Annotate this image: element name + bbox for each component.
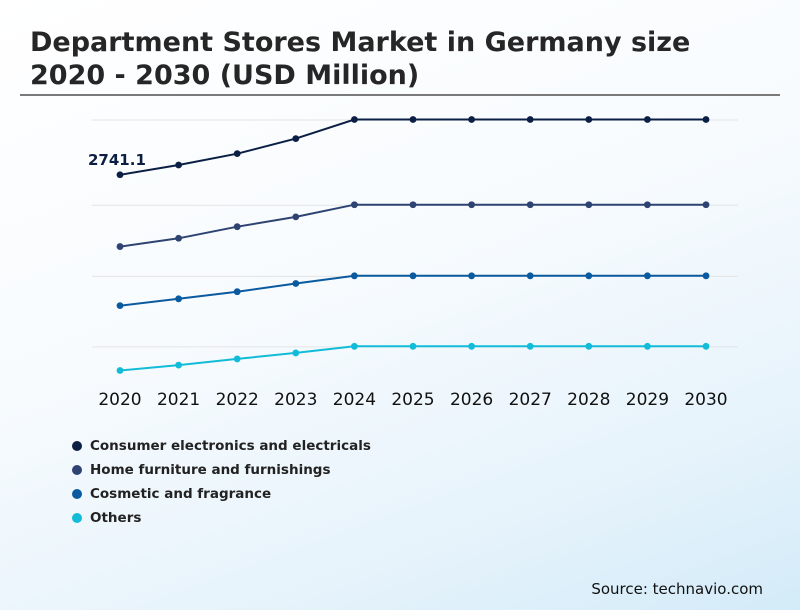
data-point-consumer-2027 (526, 116, 534, 123)
legend-item-others: Others (72, 506, 371, 530)
data-point-cosmetic-2028 (585, 272, 593, 280)
data-point-cosmetic-2020 (116, 302, 124, 310)
legend-item-cosmetic: Cosmetic and fragrance (72, 482, 371, 506)
data-point-cosmetic-2021 (175, 295, 183, 303)
data-point-others-2025 (409, 342, 417, 350)
data-point-others-2027 (526, 342, 534, 350)
data-point-cosmetic-2030 (702, 272, 710, 280)
data-point-consumer-2028 (585, 116, 593, 123)
source-credit: Source: technavio.com (591, 580, 763, 598)
chart-title-line-1: Department Stores Market in Germany size (30, 27, 691, 58)
x-tick-label-2023: 2023 (274, 390, 317, 410)
data-point-home-2020 (116, 243, 124, 250)
data-point-home-2025 (409, 201, 417, 209)
data-point-home-2026 (468, 201, 475, 209)
series-line-cosmetic (119, 274, 706, 307)
series-line-others (119, 345, 706, 372)
chart-title: Department Stores Market in Germany size… (30, 26, 770, 92)
x-tick-label-2026: 2026 (450, 390, 493, 410)
series-line-consumer (119, 118, 706, 176)
data-point-home-2029 (644, 201, 651, 209)
x-tick-label-2024: 2024 (333, 390, 376, 410)
series-line-home (119, 203, 706, 248)
data-point-others-2020 (116, 367, 124, 374)
data-point-home-2022 (233, 223, 241, 231)
data-point-home-2030 (702, 201, 710, 209)
data-point-consumer-2021 (175, 161, 183, 169)
data-point-home-2028 (585, 201, 593, 209)
x-tick-label-2020: 2020 (98, 390, 141, 410)
legend-label-consumer: Consumer electronics and electricals (90, 438, 371, 454)
data-point-home-2023 (292, 213, 300, 221)
data-point-others-2021 (175, 361, 183, 369)
legend-marker-home (72, 465, 82, 475)
legend-marker-cosmetic (72, 489, 82, 499)
legend-item-consumer: Consumer electronics and electricals (72, 434, 371, 458)
x-tick-label-2021: 2021 (157, 390, 200, 410)
legend-label-others: Others (90, 510, 142, 526)
data-point-consumer-2025 (409, 116, 417, 123)
data-point-consumer-2030 (702, 116, 710, 123)
data-point-consumer-2029 (644, 116, 651, 123)
legend-label-cosmetic: Cosmetic and fragrance (90, 486, 272, 502)
x-tick-label-2027: 2027 (509, 390, 552, 410)
data-point-others-2024 (351, 342, 358, 350)
legend-marker-consumer (72, 441, 82, 451)
data-point-others-2026 (468, 342, 475, 350)
data-point-cosmetic-2027 (526, 272, 534, 280)
data-point-consumer-2026 (468, 116, 475, 123)
data-point-cosmetic-2025 (409, 272, 417, 280)
legend: Consumer electronics and electricals Hom… (72, 434, 371, 530)
data-point-consumer-2023 (292, 135, 300, 143)
legend-label-home: Home furniture and furnishings (90, 462, 331, 478)
data-point-cosmetic-2023 (292, 280, 300, 287)
x-tick-label-2029: 2029 (626, 390, 669, 410)
data-label-0: 2741.1 (88, 151, 146, 169)
data-point-home-2027 (526, 201, 534, 209)
data-point-consumer-2020 (116, 171, 124, 179)
data-point-cosmetic-2026 (468, 272, 475, 280)
data-point-home-2021 (175, 234, 183, 242)
data-point-cosmetic-2029 (644, 272, 651, 280)
data-point-consumer-2022 (233, 150, 241, 158)
legend-item-home: Home furniture and furnishings (72, 458, 371, 482)
legend-marker-others (72, 513, 82, 523)
chart-title-line-2: 2020 - 2030 (USD Million) (30, 60, 420, 91)
data-point-others-2022 (233, 355, 241, 363)
data-point-consumer-2024 (351, 116, 358, 123)
data-point-others-2030 (702, 342, 710, 350)
data-point-home-2024 (351, 201, 358, 209)
data-point-others-2028 (585, 342, 593, 350)
x-tick-label-2030: 2030 (684, 390, 727, 410)
data-point-others-2023 (292, 349, 300, 357)
title-divider (20, 94, 780, 96)
data-point-others-2029 (644, 342, 651, 350)
x-tick-label-2025: 2025 (391, 390, 434, 410)
x-tick-label-2022: 2022 (216, 390, 259, 410)
data-point-cosmetic-2022 (233, 288, 241, 296)
x-tick-label-2028: 2028 (567, 390, 610, 410)
data-point-cosmetic-2024 (351, 272, 358, 280)
